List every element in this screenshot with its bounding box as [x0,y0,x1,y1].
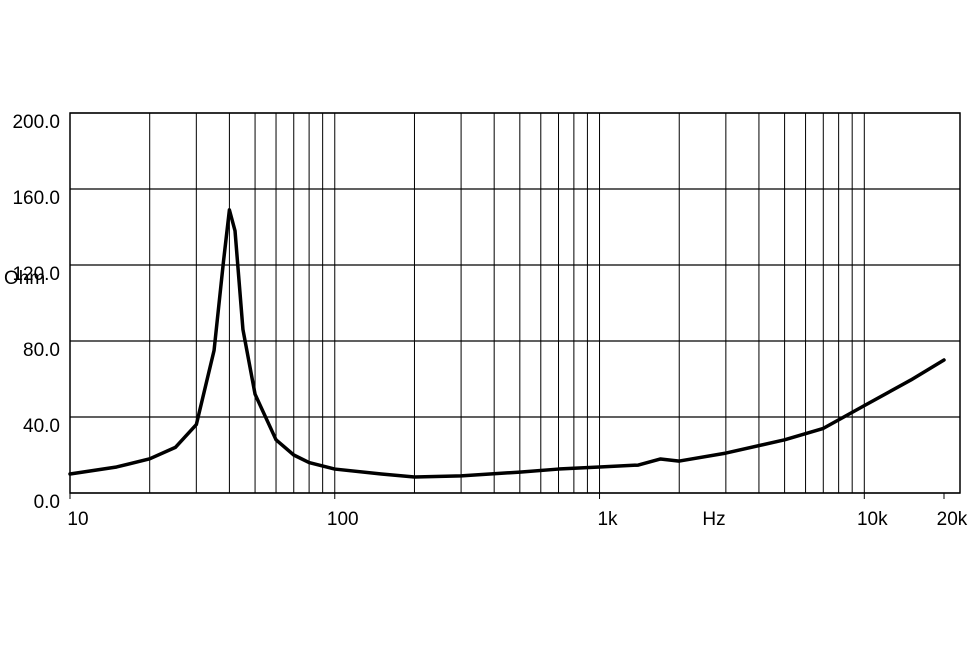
y-tick-label: 200.0 [12,112,60,133]
x-tick-label: 1k [597,509,618,530]
y-tick-label: 160.0 [12,188,60,209]
y-tick-label: 80.0 [23,340,60,361]
x-tick-label: 10k [857,509,888,530]
y-tick-label: 120.0 [12,264,60,285]
impedance-curve [68,208,946,479]
y-tick-label: 40.0 [23,416,60,437]
y-tick-label: 0.0 [34,492,60,513]
x-tick-label: 20k [937,509,968,530]
plot-frame [69,112,961,494]
x-axis-label: Hz [702,509,725,530]
y-axis-label: Ohm [4,268,45,289]
x-tick-label: 100 [327,509,359,530]
x-tick-label: 10 [67,509,88,530]
